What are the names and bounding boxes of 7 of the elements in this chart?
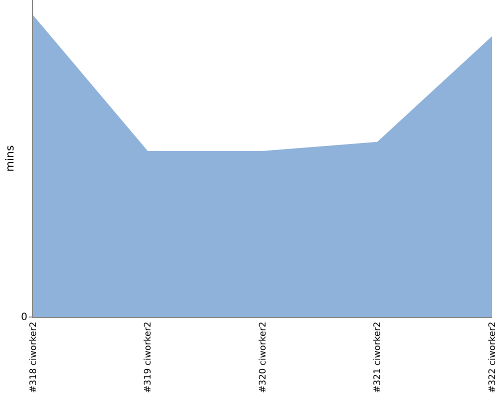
text: 0 [21,312,28,323]
x-tick-label: #318 ciworker2 [28,322,39,394]
x-tick-label: #320 ciworker2 [258,322,268,394]
x-tick-label: #321 ciworker2 [373,322,384,394]
x-tick-label: #319 ciworker2 [144,322,154,394]
y-axis-title: mins [4,145,17,172]
x-tick-label: #322 ciworker2 [488,322,498,394]
